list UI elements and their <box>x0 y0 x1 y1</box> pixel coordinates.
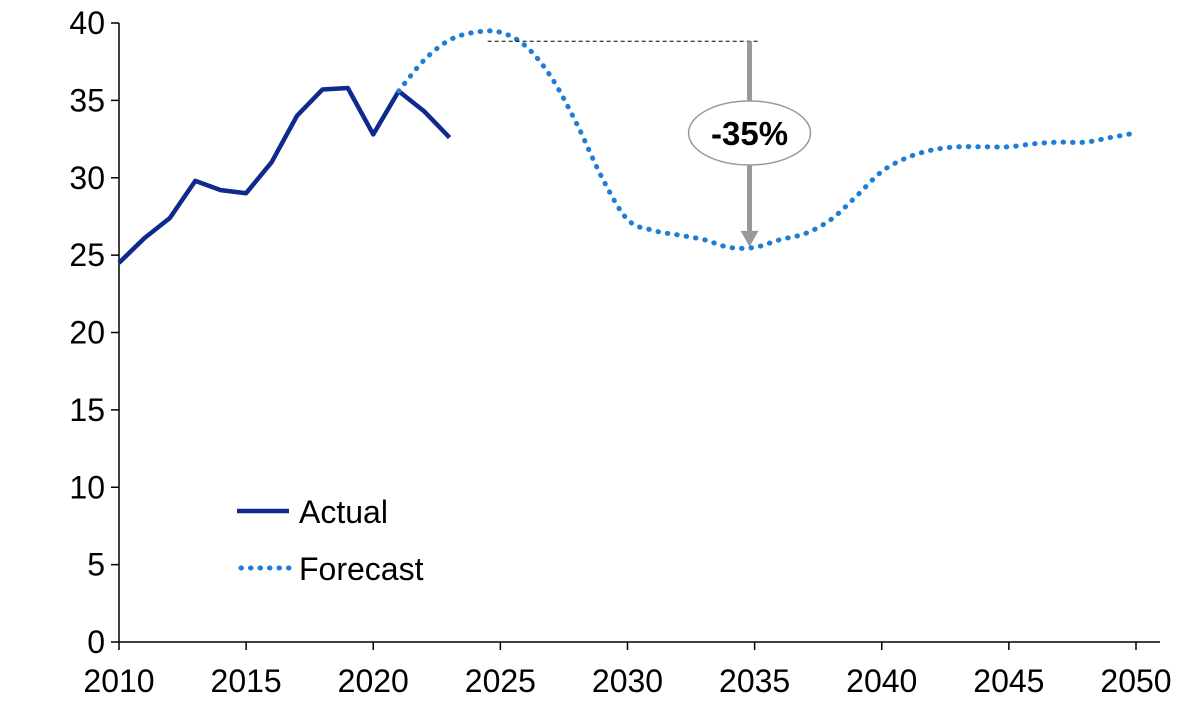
legend: Actual Forecast <box>237 494 424 587</box>
y-tick-label: 5 <box>87 547 105 583</box>
x-tick-label: 2035 <box>719 663 790 699</box>
annotation-layer: -35% <box>487 40 812 247</box>
series-line-forecast <box>396 28 1139 251</box>
x-tick-label: 2015 <box>211 663 282 699</box>
series-line-actual <box>117 85 452 265</box>
annotation-label: -35% <box>711 115 788 152</box>
y-tick-label: 0 <box>87 624 105 660</box>
x-tick-label: 2030 <box>592 663 663 699</box>
y-tick-label: 35 <box>69 82 105 118</box>
arrow-head <box>740 230 759 247</box>
legend-label-actual: Actual <box>299 494 388 530</box>
y-tick-label: 15 <box>69 392 105 428</box>
series-layer <box>117 28 1139 265</box>
y-tick-label: 10 <box>69 469 105 505</box>
y-tick-label: 20 <box>69 315 105 351</box>
legend-label-forecast: Forecast <box>299 551 424 587</box>
y-tick-label: 30 <box>69 160 105 196</box>
x-tick-label: 2040 <box>846 663 917 699</box>
y-tick-label: 25 <box>69 237 105 273</box>
x-tick-label: 2010 <box>83 663 154 699</box>
y-tick-label: 40 <box>69 5 105 41</box>
x-tick-label: 2050 <box>1100 663 1171 699</box>
x-tick-label: 2020 <box>338 663 409 699</box>
x-tick-label: 2025 <box>465 663 536 699</box>
annotation-ellipse <box>687 100 812 166</box>
x-tick-label: 2045 <box>973 663 1044 699</box>
